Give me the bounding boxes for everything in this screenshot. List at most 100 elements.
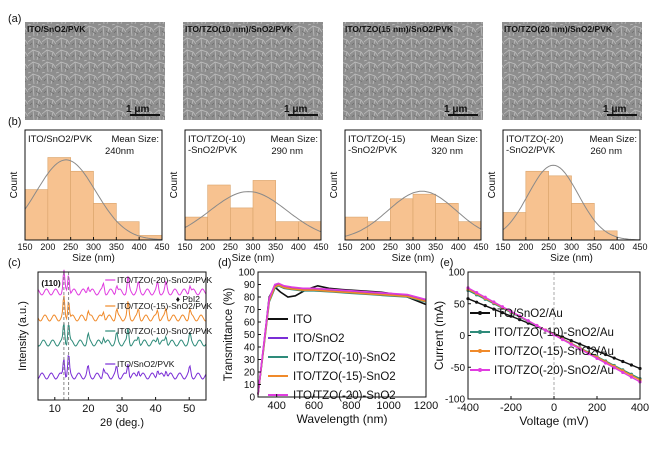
legend-label: ITO/TZO(-20)-SnO2 [293,390,396,402]
panel-letter-b: (b) [8,116,21,128]
y-tick-label: -100 [445,395,465,406]
histogram-1: 150 200 250 300 350 400 450 Size (nm) Count ITO/S… [9,129,170,264]
y-tick-label: 80 [244,293,256,304]
x-axis-label: 2θ (deg.) [100,417,144,429]
histogram-2: 150 200 250 300 350 400 450 Size (nm) Count ITO/T… [169,129,329,264]
iv-panel: ITO/SnO2/Au ITO/TZO(-10)-SnO2/Au ITO/TZO(-… [432,268,649,429]
legend-label: ITO/SnO2/Au [494,308,563,320]
sem-scalebar-3: 1 μm [444,104,467,115]
mean-size-value: 240nm [105,146,134,157]
xrd-series-line [37,322,207,347]
iv-data-point [578,342,582,346]
legend-marker [478,349,482,353]
panel-letter-a: (a) [8,13,21,25]
histogram-title: -SnO2/PVK [506,145,556,156]
iv-data-point [500,311,504,315]
legend-marker [478,311,482,315]
y-tick-label: 50 [454,299,466,310]
mean-size-value: 260 nm [590,146,622,157]
iv-data-point [629,375,634,379]
sem-image-2: ITO/TZO(10 nm)/SnO2/PVK 1 μm [183,22,323,120]
mean-size-label: Mean Size: [111,134,159,145]
y-tick-label: 90 [244,280,256,291]
x-tick-label: 300 [245,242,260,252]
x-tick-label: 200 [40,242,55,252]
x-tick-label: 450 [473,242,488,252]
iv-data-point [586,345,591,350]
xrd-series-line [37,295,206,322]
peak-annotation: (110) [41,278,61,288]
xrd-panel: ITO/TZO(-20)-SnO2/PVK ITO/TZO(-15)-SnO2/P… [17,269,213,429]
legend-label: ITO/TZO(-20)-SnO2/Au [494,365,614,377]
mean-size-label: Mean Size: [589,134,637,145]
x-tick-label: 400 [132,242,147,252]
y-tick-label: 40 [244,343,256,354]
y-tick-label: 30 [244,355,256,366]
iv-data-point [492,300,496,304]
histogram-4: 150 200 250 300 350 400 450 Size (nm) Count ITO/T… [487,129,648,264]
legend-label: ITO/TZO(-10)-SnO2 [293,352,396,364]
iv-data-point [569,338,573,343]
x-tick-label: 250 [63,242,78,252]
histogram-title: -SnO2/PVK [348,145,398,156]
iv-data-point [543,328,548,332]
xrd-series-line [37,354,207,380]
sem-label-4: ITO/TZO(20 nm)/SnO2/PVK [504,24,613,34]
x-tick-label: 10 [49,403,61,415]
iv-data-point [612,356,616,360]
xrd-series-label: ITO/TZO(-10)-SnO2/PVK [117,326,213,336]
x-tick-label: 150 [337,242,352,252]
iv-data-point [483,304,487,308]
xrd-series-label: ITO/TZO(-20)-SnO2/PVK [117,275,213,285]
x-tick-label: 350 [268,242,283,252]
panel-letter-c: (c) [8,257,21,269]
y-axis-label: Count [9,171,20,198]
legend-marker [478,330,482,334]
y-tick-label: 100 [448,268,465,279]
gaussian-fit-line [344,190,482,237]
iv-data-point [535,323,539,328]
x-tick-label: 300 [405,242,420,252]
x-tick-label: -400 [457,402,479,414]
x-tick-label: 450 [154,242,169,252]
x-axis-label: Voltage (mV) [519,414,588,428]
x-tick-label: 150 [495,242,510,252]
iv-data-point [612,366,616,370]
legend-marker [478,368,482,372]
legend-label: ITO/TZO(-10)-SnO2/Au [494,327,614,339]
x-tick-label: 150 [17,242,32,252]
x-tick-label: 250 [383,242,398,252]
iv-data-point [518,314,522,318]
panel-letter-d: (d) [218,257,231,269]
y-axis-label: Count [329,171,340,198]
histogram-bar [412,193,436,241]
iv-data-point [586,352,591,356]
histogram-title: ITO/TZO(-20) [506,134,563,145]
x-tick-label: 200 [518,242,533,252]
y-axis-label: Transmittance (%) [223,288,235,382]
x-tick-label: 350 [587,242,602,252]
pbi2-annotation: ♦ PbI2 [176,294,200,304]
xrd-series-label: ITO/SnO2/PVK [117,359,175,369]
sem-image-4: ITO/TZO(20 nm)/SnO2/PVK 1 μm [502,22,642,120]
mean-size-label: Mean Size: [270,134,318,145]
y-tick-label: 70 [244,305,256,316]
x-axis-label: Size (nm) [392,253,435,264]
iv-data-point [526,319,530,323]
histogram-title: ITO/TZO(-10) [188,134,245,145]
histogram-3: 150 200 250 300 350 400 450 Size (nm) Count ITO/T… [329,129,489,264]
xrd-series-label: ITO/TZO(-15)-SnO2/PVK [117,301,213,311]
x-tick-label: 1200 [414,400,438,412]
x-tick-label: 40 [149,403,161,415]
y-tick-label: -50 [451,363,466,374]
histogram-bar [207,184,231,241]
legend-label: ITO/TZO(-15)-SnO2/Au [494,346,614,358]
x-tick-label: 400 [451,242,466,252]
iv-data-point [604,352,608,357]
x-axis-label: Size (nm) [550,253,593,264]
sem-image-1: ITO/SnO2/PVK 1 μm [25,22,165,120]
y-tick-label: 0 [249,393,255,404]
iv-data-point [475,300,479,304]
y-tick-label: 10 [244,380,256,391]
